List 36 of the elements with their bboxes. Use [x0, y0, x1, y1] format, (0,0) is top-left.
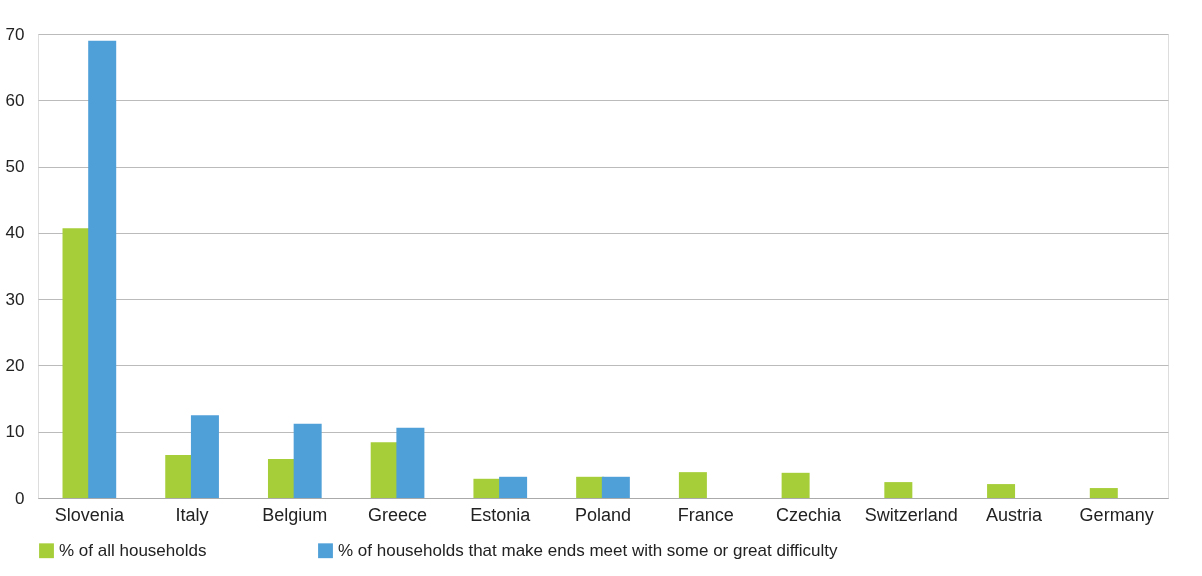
x-tick-label: Greece: [368, 504, 428, 525]
x-tick-label: Poland: [574, 504, 632, 525]
y-tick-label: 70: [5, 24, 25, 44]
x-tick-label: Switzerland: [864, 504, 958, 525]
y-tick-label: 0: [15, 488, 25, 508]
x-tick-label: France: [677, 504, 734, 525]
y-tick-label: 30: [5, 289, 25, 309]
bar: [473, 478, 502, 498]
bar: [293, 423, 322, 498]
bar: [88, 40, 117, 498]
bar: [987, 484, 1016, 498]
bar: [678, 472, 707, 498]
bar: [884, 482, 913, 498]
y-tick-label: 10: [5, 422, 25, 442]
x-tick-label: Slovenia: [54, 504, 125, 525]
x-tick-label: Belgium: [262, 504, 328, 525]
bar: [165, 454, 194, 498]
bar: [781, 472, 810, 498]
x-tick-label: Estonia: [470, 504, 532, 525]
y-tick-label: 40: [5, 223, 25, 243]
y-tick-label: 20: [5, 355, 25, 375]
bar: [601, 476, 630, 498]
x-tick-label: Italy: [175, 504, 209, 525]
legend-label: % of households that make ends meet with some or great difficulty: [338, 540, 839, 560]
x-tick-label: Czechia: [775, 504, 842, 525]
legend-label: % of all households: [59, 540, 207, 560]
bar: [190, 415, 219, 498]
bar: [1089, 488, 1118, 498]
x-tick-label: Germany: [1079, 504, 1154, 525]
x-tick-label: Austria: [985, 504, 1043, 525]
y-tick-label: 50: [5, 157, 25, 177]
bar: [576, 476, 605, 498]
bar: [499, 476, 528, 498]
bar: [267, 458, 296, 498]
bar: [396, 427, 425, 498]
y-tick-label: 60: [5, 90, 25, 110]
